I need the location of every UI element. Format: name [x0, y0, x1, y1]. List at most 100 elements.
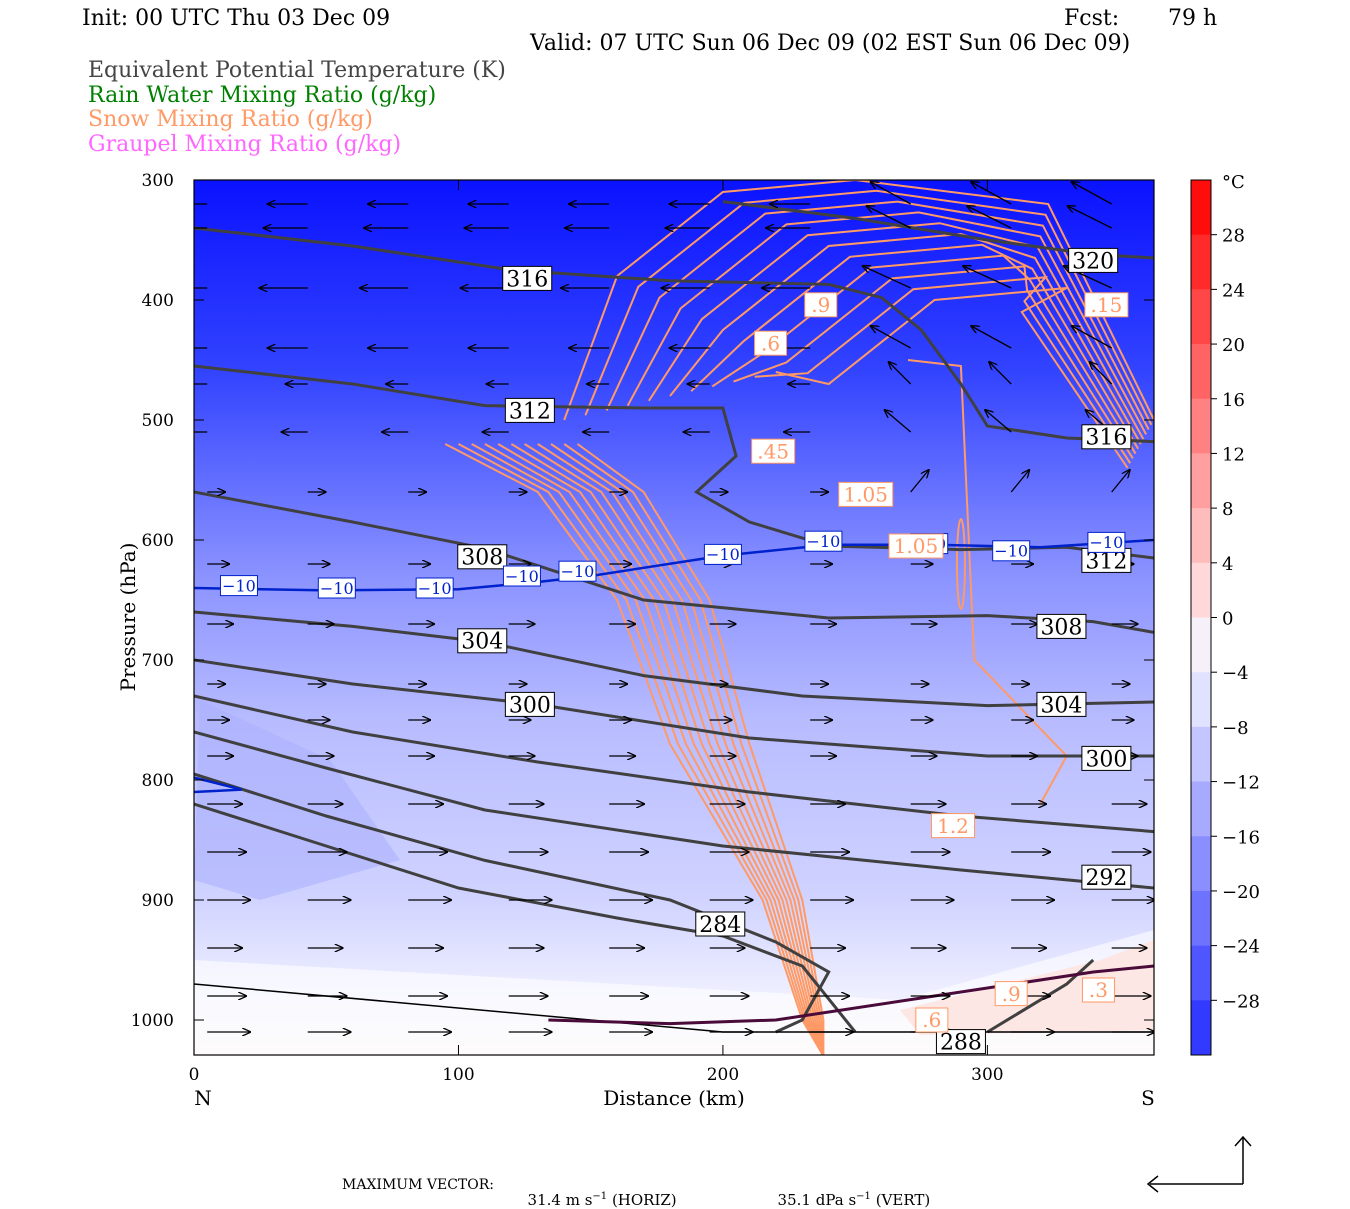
forecast-hours: 79 h — [1168, 6, 1218, 31]
colorbar-label: 20 — [1222, 335, 1245, 356]
theta-e-label-308-right: 308 — [1040, 615, 1082, 640]
snow-contour-lower — [471, 443, 825, 1055]
theta-e-contour-296 — [194, 694, 1154, 834]
colorbar-label: 8 — [1222, 499, 1233, 520]
theta-e-label-316-right: 316 — [1085, 426, 1127, 451]
snow-contour-cell — [955, 518, 966, 610]
isotherm-label-8: −10 — [994, 542, 1028, 561]
snow-contour-lower — [563, 443, 825, 1055]
theta-e-label-304: 304 — [461, 630, 503, 655]
theta-e-label-308-right-box — [1036, 613, 1087, 639]
colorbar-label: −8 — [1222, 718, 1249, 739]
theta-e-label-308-box — [457, 544, 508, 570]
snow-label-0-box — [804, 292, 838, 318]
theta-e-label-316-box — [502, 265, 553, 291]
theta-e-label-316-right-box — [1081, 424, 1132, 450]
snow-contour-lower — [576, 443, 825, 1055]
colorbar-label: 12 — [1222, 444, 1245, 465]
reference-vector — [1146, 1135, 1252, 1193]
wind-vector — [989, 362, 1012, 385]
snow-contour-lower — [510, 443, 825, 1055]
wind-vector — [910, 470, 929, 493]
max-vector-vert-exponent: −1 — [856, 1191, 871, 1202]
isotherm-label-5-box — [703, 543, 742, 565]
colorbar-bin — [1191, 398, 1211, 454]
x-tick-label: 100 — [442, 1065, 474, 1085]
theta-e-label-284: 284 — [699, 913, 741, 938]
isotherm-label-2: −10 — [418, 579, 452, 598]
isotherm-label-9: −10 — [1090, 533, 1124, 552]
theta-e-label-320-box — [1068, 247, 1119, 273]
legend-theta-e: Equivalent Potential Temperature (K) — [88, 58, 506, 83]
x-tick-label: 0 — [189, 1065, 200, 1085]
theta-e-contour-316 — [194, 226, 1154, 444]
max-vector-horiz-value: 31.4 m s — [527, 1191, 593, 1209]
y-tick-label: 500 — [142, 411, 174, 431]
theta-e-contour-312 — [194, 364, 1154, 560]
theta-e-label-304-right: 304 — [1040, 693, 1082, 718]
graupel-contour — [548, 964, 1154, 1026]
y-tick-label: 700 — [142, 651, 174, 671]
snow-contour-upper — [605, 200, 1150, 431]
snow-label-3: 1.05 — [843, 483, 888, 507]
max-vector-vert: 35.1 dPa s−1 (VERT) — [768, 1177, 931, 1209]
wind-vector — [867, 206, 911, 229]
isotherm-label-4: −10 — [561, 562, 595, 581]
snow-label-3-box — [838, 481, 894, 507]
colorbar-bin — [1191, 836, 1211, 892]
snow-contour-lower — [484, 443, 825, 1055]
wind-vector — [971, 326, 1012, 349]
snow-contour-upper — [754, 275, 1132, 464]
theta-e-label-308: 308 — [461, 546, 503, 571]
wind-vector — [1111, 470, 1130, 493]
snow-contour-upper — [775, 287, 1129, 469]
max-vector-vert-unit: (VERT) — [875, 1191, 931, 1209]
theta-e-label-312-right: 312 — [1085, 549, 1127, 574]
colorbar-bin — [1191, 344, 1211, 400]
colorbar-bin — [1191, 508, 1211, 564]
isotherm-label-2-box — [415, 577, 454, 599]
snow-label-5: .15 — [1090, 293, 1122, 317]
wind-vector — [863, 266, 911, 289]
snow-label-7: .9 — [1002, 982, 1021, 1006]
colorbar-bin — [1191, 562, 1211, 618]
theta-e-label-312: 312 — [509, 399, 551, 424]
colorbar-bin — [1191, 672, 1211, 728]
isotherm-label-1-box — [317, 577, 356, 599]
theta-e-label-288-box — [935, 1029, 986, 1055]
isotherm-label-8-box — [992, 540, 1031, 562]
snow-label-9-box — [1081, 977, 1115, 1003]
theta-e-label-300-box — [504, 691, 555, 717]
snow-label-2-box — [751, 438, 796, 464]
wind-vector — [1090, 362, 1113, 385]
y-axis-title: Pressure (hPa) — [116, 543, 140, 692]
snow-label-4-box — [888, 533, 944, 559]
x-tick-label: 300 — [971, 1065, 1003, 1085]
colorbar-label: 24 — [1222, 280, 1245, 301]
x-axis-title: Distance (km) — [603, 1086, 745, 1110]
snow-label-4: 1.05 — [894, 534, 939, 558]
isotherm-label-9-box — [1087, 531, 1126, 553]
isotherm-label-4-box — [558, 560, 597, 582]
y-tick-label: 800 — [142, 771, 174, 791]
theta-e-label-292-box — [1081, 864, 1132, 890]
snow-label-7-box — [994, 981, 1028, 1007]
theta-e-contour-304 — [194, 610, 1154, 708]
theta-e-label-300: 300 — [509, 693, 551, 718]
colorbar-label: −4 — [1222, 663, 1249, 684]
isotherm-minus10 — [194, 538, 1154, 592]
snow-label-9: .3 — [1089, 978, 1108, 1002]
wind-vector — [1068, 206, 1112, 229]
max-vector-vert-value: 35.1 dPa s — [777, 1191, 857, 1209]
theta-e-label-312-box — [504, 397, 555, 423]
colorbar-label: −12 — [1222, 773, 1260, 794]
isotherm-label-5: −10 — [706, 545, 740, 564]
colorbar-bin — [1191, 890, 1211, 947]
isotherm-label-1: −10 — [320, 579, 354, 598]
isotherm-label-6: −10 — [807, 532, 841, 551]
colorbar-label: −24 — [1222, 937, 1260, 958]
x-axis-right-end: S — [1141, 1086, 1155, 1110]
wind-vector — [963, 266, 1012, 289]
snow-label-8: .6 — [922, 1008, 941, 1032]
